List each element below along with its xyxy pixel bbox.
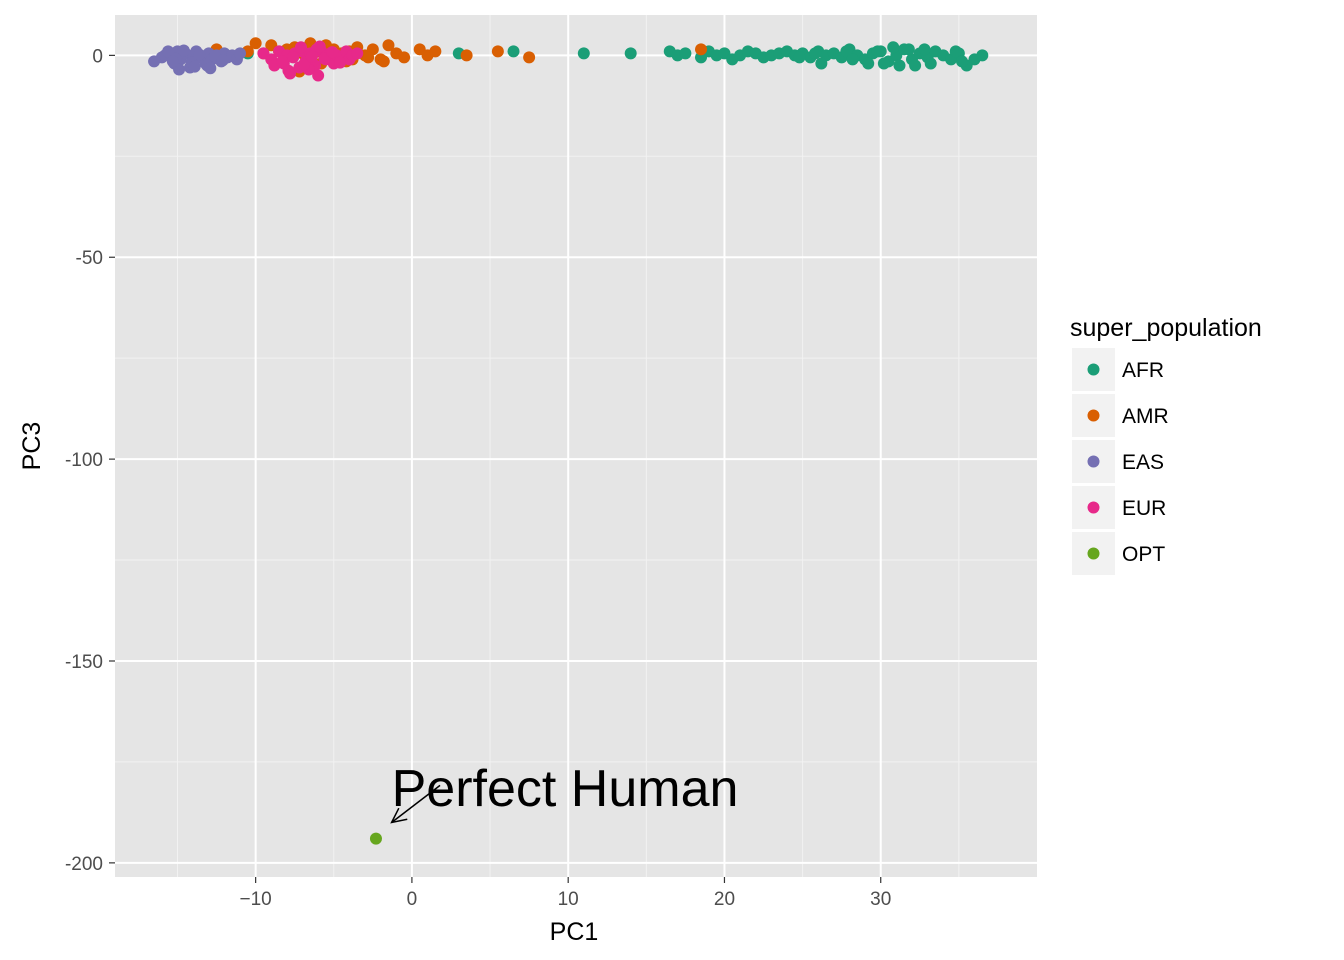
point-afr [949, 45, 962, 58]
point-eur [351, 47, 364, 60]
point-afr [924, 57, 937, 70]
legend-swatch-eur [1087, 501, 1100, 514]
x-axis-title: PC1 [550, 918, 599, 946]
y-tick-label: 0 [92, 46, 103, 67]
point-afr [909, 59, 922, 72]
legend-label-afr: AFR [1122, 359, 1164, 382]
legend-label-eas: EAS [1122, 451, 1164, 474]
point-afr [887, 41, 900, 54]
point-eas [216, 54, 229, 67]
point-afr [893, 59, 906, 72]
point-eas [162, 45, 175, 58]
point-eur [326, 46, 339, 59]
point-afr [902, 43, 915, 56]
legend: super_population AFR AMR EAS EUR OPT [1070, 314, 1262, 575]
point-eur [287, 51, 300, 64]
point-eas [177, 44, 190, 57]
minor-gridlines [115, 15, 1037, 877]
point-amr [398, 51, 411, 64]
point-afr [624, 47, 637, 60]
point-amr [523, 51, 536, 64]
legend-swatch-afr [1087, 363, 1100, 376]
legend-label-amr: AMR [1122, 405, 1169, 428]
annotation-text: Perfect Human [392, 760, 739, 818]
annotation: Perfect Human [390, 760, 739, 824]
annotation-arrow [391, 784, 441, 824]
point-amr [491, 45, 504, 58]
point-afr [862, 57, 875, 70]
point-eas [204, 62, 217, 75]
point-afr [976, 49, 989, 62]
point-afr [871, 45, 884, 58]
x-tick-label: 10 [558, 889, 579, 910]
data-points [148, 37, 989, 845]
legend-title: super_population [1070, 314, 1262, 342]
point-eur [334, 56, 347, 69]
y-tick-label: -50 [76, 248, 103, 269]
point-afr [877, 57, 890, 70]
y-axis-title: PC3 [18, 422, 46, 471]
y-tick-label: -200 [65, 854, 103, 875]
point-amr [695, 43, 708, 56]
point-eas [173, 63, 186, 76]
point-eur [298, 58, 311, 71]
point-amr [382, 39, 395, 52]
point-opt [369, 832, 382, 845]
point-afr [918, 43, 931, 56]
x-tick-label: −10 [240, 889, 272, 910]
point-eas [188, 60, 201, 73]
point-eur [313, 40, 326, 53]
y-tick-label: -150 [65, 652, 103, 673]
x-tick-label: 30 [870, 889, 891, 910]
x-axis-ticks: −10 0 10 20 30 [240, 877, 891, 910]
point-eur [276, 55, 289, 68]
point-amr [377, 55, 390, 68]
point-afr [955, 55, 968, 68]
point-afr [840, 45, 853, 58]
legend-swatch-opt [1087, 547, 1100, 560]
legend-label-opt: OPT [1122, 543, 1165, 566]
point-eas [193, 48, 206, 61]
legend-swatch-amr [1087, 409, 1100, 422]
x-tick-label: 0 [407, 889, 418, 910]
y-axis-ticks: 0 -50 -100 -150 -200 [65, 46, 115, 875]
point-afr [507, 45, 520, 58]
point-amr [362, 51, 375, 64]
plot-panel [115, 15, 1037, 877]
point-amr [429, 45, 442, 58]
point-eur [312, 69, 325, 82]
point-amr [249, 37, 262, 50]
y-tick-label: -100 [65, 450, 103, 471]
point-eur [282, 64, 295, 77]
point-afr [809, 47, 822, 60]
legend-swatch-eas [1087, 455, 1100, 468]
x-tick-label: 20 [714, 889, 735, 910]
point-amr [460, 49, 473, 62]
annotation-arrow-head [390, 807, 408, 824]
point-eur [294, 41, 307, 54]
point-afr [846, 53, 859, 66]
point-afr [577, 47, 590, 60]
point-afr [793, 51, 806, 64]
major-gridlines [115, 15, 1037, 877]
legend-items: AFR AMR EAS EUR OPT [1072, 348, 1169, 575]
point-afr [679, 47, 692, 60]
point-eas [234, 47, 247, 60]
point-eas [166, 55, 179, 68]
point-afr [815, 57, 828, 70]
legend-label-eur: EUR [1122, 497, 1166, 520]
point-eur [305, 50, 318, 63]
